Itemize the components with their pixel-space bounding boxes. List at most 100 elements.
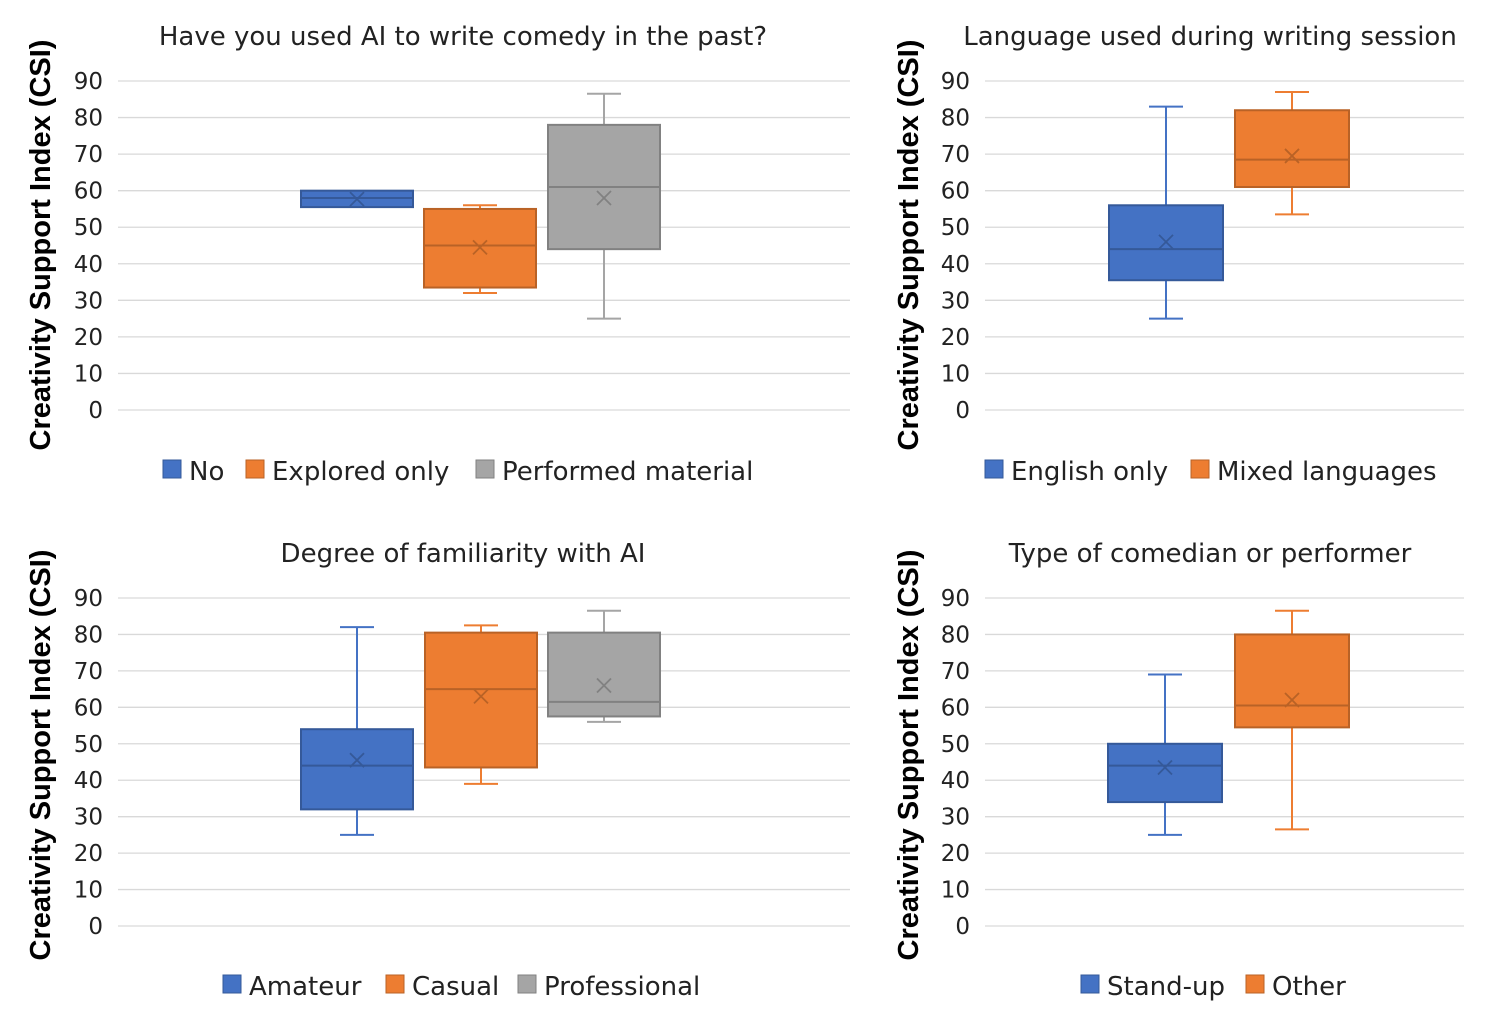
- legend-swatch: [475, 459, 495, 479]
- legend-swatch: [162, 459, 182, 479]
- iqr-box: [300, 728, 414, 811]
- legend-swatch: [984, 459, 1004, 479]
- y-tick-label: 50: [941, 732, 970, 758]
- chart-title: Degree of familiarity with AI: [281, 539, 646, 569]
- y-tick-label: 40: [74, 252, 103, 278]
- chart-title: Language used during writing session: [963, 22, 1457, 52]
- mean-marker: [473, 688, 489, 705]
- legend-label: Stand-up: [1107, 972, 1225, 1002]
- box-mixed-languages: [1234, 90, 1350, 216]
- y-tick-label: 70: [74, 659, 103, 685]
- mean-marker: [596, 190, 612, 206]
- iqr-box: [1234, 633, 1350, 729]
- y-tick-label: 70: [941, 142, 970, 168]
- legend-item: Amateur: [222, 972, 362, 1002]
- legend-item: English only: [984, 457, 1168, 487]
- chart-panel-1: Have you used AI to write comedy in the …: [25, 22, 850, 487]
- box-professional: [547, 609, 661, 723]
- y-tick-label: 80: [74, 106, 103, 132]
- y-axis-label: Creativity Support Index (CSI): [25, 550, 57, 961]
- legend-label: English only: [1011, 457, 1168, 487]
- box-explored-only: [423, 204, 537, 295]
- y-tick-label: 0: [955, 914, 970, 940]
- y-tick-label: 80: [941, 622, 970, 648]
- box-casual: [424, 624, 538, 785]
- box-other: [1234, 609, 1350, 831]
- y-axis-label: Creativity Support Index (CSI): [893, 40, 925, 451]
- chart-title: Have you used AI to write comedy in the …: [159, 22, 767, 52]
- iqr-box: [1107, 742, 1223, 804]
- legend-label: Casual: [412, 972, 499, 1002]
- y-tick-label: 20: [74, 841, 103, 867]
- legend-swatch: [245, 459, 265, 479]
- y-tick-label: 0: [88, 914, 103, 940]
- y-tick-label: 50: [74, 215, 103, 241]
- legend-swatch: [517, 974, 537, 994]
- mean-marker: [1158, 234, 1174, 250]
- legend-swatch: [222, 974, 242, 994]
- y-tick-label: 30: [74, 805, 103, 831]
- y-tick-label: 90: [941, 69, 970, 95]
- legend-item: No: [162, 457, 224, 487]
- y-tick-label: 20: [74, 325, 103, 351]
- mean-marker: [349, 191, 365, 207]
- legend-swatch: [1190, 459, 1210, 479]
- legend-label: Explored only: [272, 457, 449, 487]
- y-tick-label: 60: [941, 695, 970, 721]
- y-tick-label: 70: [74, 142, 103, 168]
- legend-swatch: [1080, 974, 1100, 994]
- y-tick-label: 60: [941, 179, 970, 205]
- y-tick-label: 50: [941, 215, 970, 241]
- y-tick-label: 90: [74, 69, 103, 95]
- y-tick-label: 40: [941, 768, 970, 794]
- legend-label: No: [189, 457, 224, 487]
- y-tick-label: 30: [941, 805, 970, 831]
- box-amateur: [300, 626, 414, 836]
- chart-panel-2: Language used during writing session Crea…: [893, 22, 1464, 487]
- legend-label: Mixed languages: [1217, 457, 1437, 487]
- legend-item: Other: [1245, 972, 1346, 1002]
- legend-label: Amateur: [249, 972, 362, 1002]
- legend-swatch: [1245, 974, 1265, 994]
- legend-item: Explored only: [245, 457, 449, 487]
- iqr-box: [424, 631, 538, 769]
- legend-item: Stand-up: [1080, 972, 1225, 1002]
- y-tick-label: 0: [955, 398, 970, 424]
- y-tick-label: 80: [941, 106, 970, 132]
- y-tick-label: 10: [941, 361, 970, 387]
- y-tick-label: 50: [74, 732, 103, 758]
- y-tick-label: 60: [74, 179, 103, 205]
- mean-marker: [349, 752, 365, 768]
- iqr-box: [547, 631, 661, 718]
- box-performed-material: [547, 92, 661, 320]
- y-tick-label: 30: [74, 288, 103, 314]
- y-tick-label: 0: [88, 398, 103, 424]
- y-axis-label: Creativity Support Index (CSI): [893, 550, 925, 961]
- mean-marker: [1157, 759, 1173, 776]
- y-axis-label: Creativity Support Index (CSI): [25, 40, 57, 451]
- legend-label: Other: [1272, 972, 1346, 1002]
- chart-panel-3: Degree of familiarity with AI Creativity …: [25, 539, 850, 1002]
- y-tick-label: 40: [74, 768, 103, 794]
- y-tick-label: 60: [74, 695, 103, 721]
- y-tick-label: 10: [941, 878, 970, 904]
- legend-label: Performed material: [502, 457, 753, 487]
- legend-item: Performed material: [475, 457, 753, 487]
- y-tick-label: 80: [74, 622, 103, 648]
- y-tick-label: 70: [941, 659, 970, 685]
- mean-marker: [1284, 148, 1300, 164]
- y-tick-label: 40: [941, 252, 970, 278]
- legend-item: Casual: [385, 972, 499, 1002]
- chart-title: Type of comedian or performer: [1008, 539, 1412, 569]
- mean-marker: [596, 677, 612, 694]
- legend-swatch: [385, 974, 405, 994]
- y-tick-label: 10: [74, 878, 103, 904]
- y-tick-label: 90: [941, 586, 970, 612]
- chart-panel-4: Type of comedian or performer Creativity …: [893, 539, 1464, 1002]
- legend-item: Professional: [517, 972, 700, 1002]
- legend-item: Mixed languages: [1190, 457, 1437, 487]
- y-tick-label: 90: [74, 586, 103, 612]
- y-tick-label: 20: [941, 841, 970, 867]
- y-tick-label: 10: [74, 361, 103, 387]
